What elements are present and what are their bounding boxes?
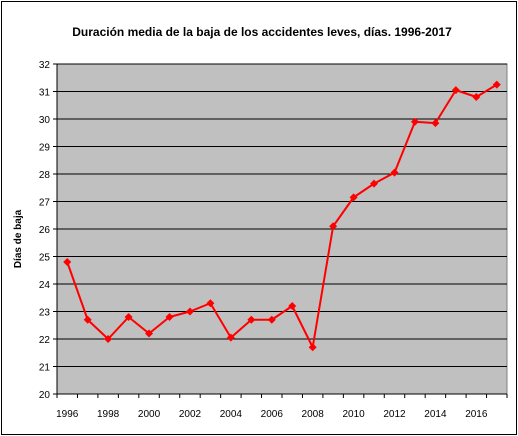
data-point (226, 333, 235, 342)
y-tick-label: 29 (39, 143, 51, 154)
y-tick-label: 22 (39, 335, 51, 346)
data-point (267, 315, 276, 324)
y-tick-label: 31 (39, 88, 51, 99)
y-tick-label: 20 (39, 390, 51, 401)
x-tick-label: 2012 (383, 409, 406, 420)
data-point (349, 193, 358, 202)
y-tick-label: 25 (39, 253, 51, 264)
y-tick-label: 23 (39, 308, 51, 319)
data-point (370, 179, 379, 188)
gridlines (56, 63, 507, 395)
data-point (145, 329, 154, 338)
y-tick-label: 30 (39, 115, 51, 126)
y-axis-label: Días de baja (13, 209, 24, 268)
data-point (124, 313, 133, 321)
data-point (288, 302, 297, 310)
data-point (104, 335, 113, 343)
x-tick-label: 2016 (465, 409, 488, 420)
data-point (185, 307, 194, 316)
y-tick-label: 28 (39, 170, 51, 181)
y-tick-label: 27 (39, 198, 51, 209)
data-point (329, 222, 338, 231)
data-point (63, 258, 72, 266)
data-point (206, 299, 215, 308)
y-tick-label: 21 (39, 363, 51, 374)
x-tick-label: 2014 (424, 409, 447, 420)
data-point (165, 313, 174, 321)
y-tick-label: 32 (39, 60, 51, 71)
x-tick-label: 1998 (97, 409, 120, 420)
data-point (247, 315, 256, 324)
x-tick-label: 2004 (220, 409, 243, 420)
data-point (431, 119, 440, 128)
series-group (63, 80, 501, 352)
series-line (66, 83, 498, 349)
x-tick-label: 2002 (179, 409, 202, 420)
x-tick-label: 2006 (261, 409, 284, 420)
y-tick-label: 26 (39, 225, 51, 236)
data-point (492, 80, 501, 89)
chart-title: Duración media de la baja de los acciden… (72, 25, 452, 39)
y-axis-ticks: 20 21 22 23 24 25 26 27 28 29 30 31 32 (39, 60, 57, 401)
data-point (308, 343, 317, 352)
x-tick-label: 2010 (342, 409, 365, 420)
data-point (410, 117, 419, 126)
x-tick-label: 2008 (302, 409, 325, 420)
x-tick-label: 2000 (138, 409, 161, 420)
data-point (472, 93, 481, 101)
x-axis-ticks: 1996 1998 2000 2002 2004 2006 2008 2010 2012 2014… (56, 394, 508, 420)
y-tick-label: 24 (39, 280, 51, 291)
x-tick-label: 1996 (56, 409, 79, 420)
data-point (451, 86, 460, 95)
data-point (390, 168, 399, 177)
data-point (83, 315, 92, 324)
